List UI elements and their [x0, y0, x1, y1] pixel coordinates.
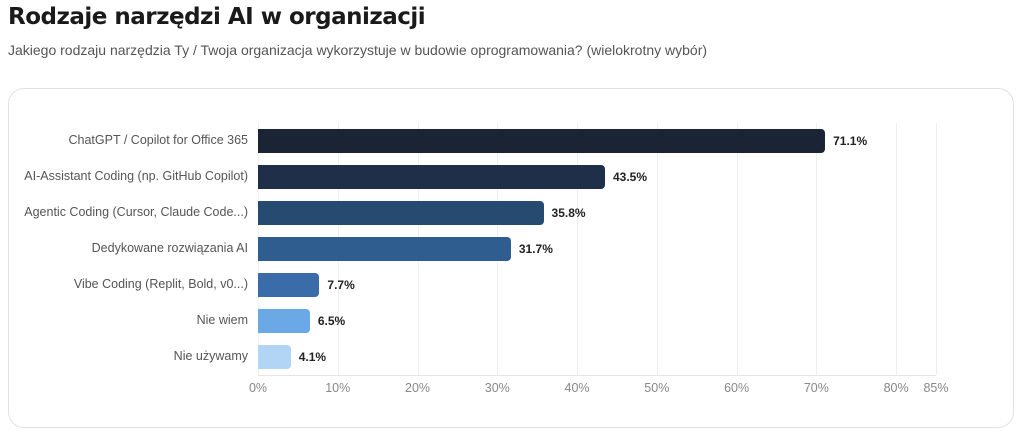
category-label: Agentic Coding (Cursor, Claude Code...): [24, 205, 248, 219]
x-tick-label: 20%: [405, 381, 431, 395]
gridline: [816, 123, 818, 375]
data-label: 31.7%: [518, 242, 553, 256]
data-label: 4.1%: [298, 350, 327, 364]
x-tick-label: 60%: [724, 381, 750, 395]
category-label: AI-Assistant Coding (np. GitHub Copilot): [24, 169, 248, 183]
category-label: Nie wiem: [196, 313, 248, 327]
data-label: 35.8%: [551, 206, 586, 220]
data-label: 6.5%: [317, 314, 346, 328]
x-tick-label: 80%: [883, 381, 909, 395]
bar: [258, 165, 605, 189]
chart-card: 0% 10% 20% 30% 40% 50% 60% 70% 80% 85% 71.1% ChatGP…: [8, 88, 1014, 428]
gridline: [656, 123, 658, 375]
x-tick-label: 40%: [564, 381, 590, 395]
x-tick-label: 50%: [644, 381, 670, 395]
x-tick-label: 85%: [923, 381, 949, 395]
bar: [258, 345, 291, 369]
category-label: Nie używamy: [173, 349, 248, 363]
gridline: [936, 123, 937, 375]
data-label: 7.7%: [327, 278, 355, 292]
bar: [258, 273, 320, 297]
x-tick-label: 10%: [325, 381, 351, 395]
category-label: Dedykowane rozwiązania AI: [91, 241, 248, 255]
x-axis-line: [258, 375, 936, 376]
page-subtitle: Jakiego rodzaju narzędzia Ty / Twoja org…: [8, 42, 708, 58]
bar: [258, 309, 310, 333]
x-tick-label: 0%: [248, 381, 268, 395]
data-label: 71.1%: [833, 134, 868, 148]
bar: [258, 237, 511, 261]
gridline: [736, 123, 738, 375]
bar: [258, 201, 544, 225]
page-title: Rodzaje narzędzi AI w organizacji: [8, 4, 426, 30]
x-tick-label: 70%: [803, 381, 829, 395]
x-tick-label: 30%: [484, 381, 510, 395]
gridline: [896, 123, 898, 375]
gridline: [577, 123, 579, 375]
plot-area: 0% 10% 20% 30% 40% 50% 60% 70% 80% 85% 71.1% ChatGP…: [24, 123, 949, 395]
category-label: Vibe Coding (Replit, Bold, v0...): [73, 277, 248, 291]
bar: [258, 129, 826, 153]
category-label: ChatGPT / Copilot for Office 365: [68, 133, 249, 147]
data-label: 43.5%: [612, 170, 647, 184]
